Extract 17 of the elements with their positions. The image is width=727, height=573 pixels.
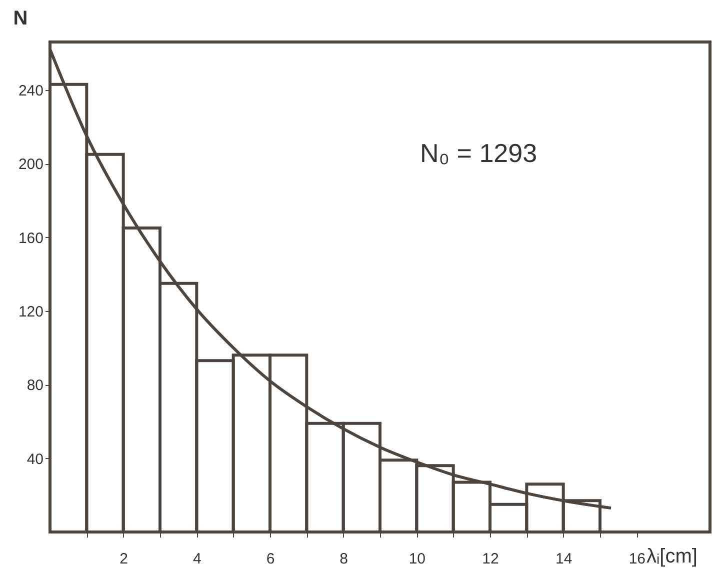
x-tick-label: 6 <box>266 550 275 568</box>
y-tick-label: 40 <box>26 450 44 468</box>
x-tick-label: 8 <box>340 550 348 568</box>
y-tick-label: 240 <box>18 82 44 100</box>
annotation: N₀ = 1293 <box>420 138 538 168</box>
x-tick-label: 10 <box>408 550 426 568</box>
x-tick-label: 2 <box>120 550 128 568</box>
y-tick-label: 80 <box>26 377 44 394</box>
y-axis-title: N <box>13 8 28 30</box>
y-tick-label: 120 <box>18 303 44 320</box>
x-tick-label: 16 <box>628 550 646 568</box>
y-tick-label: 160 <box>18 230 44 247</box>
x-tick-label: 14 <box>555 550 572 568</box>
x-tick-label: 12 <box>482 550 499 568</box>
x-tick-label: 4 <box>192 550 202 568</box>
x-axis-title: λᵢ[cm] <box>646 546 698 568</box>
y-tick-label: 200 <box>18 156 44 174</box>
